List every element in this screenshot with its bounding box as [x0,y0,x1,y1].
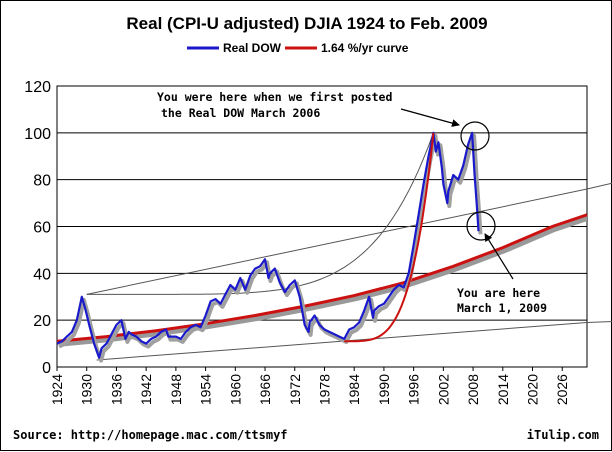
y-tick-label: 0 [42,360,51,377]
annotation-here-line2: March 1, 2009 [457,301,547,315]
upper-trend-line-extension [586,182,612,190]
x-tick-label: 1924 [49,374,65,405]
y-tick-label: 40 [33,266,51,283]
curve-shadow [58,215,587,347]
x-tick-label: 1972 [287,374,303,405]
y-tick-label: 120 [24,79,51,96]
x-tick-label: 2020 [525,374,541,405]
x-tick-label: 2002 [435,374,451,405]
x-axis-ticks: 1924 1930 1936 1942 1948 1954 1960 1966 1972 1978… [49,367,570,405]
x-tick-label: 1996 [406,374,422,405]
legend-label-real-dow: Real DOW [223,41,282,55]
annotation-here-circle [466,211,496,241]
growth-curve-line [57,213,587,343]
upper-trend-line [86,188,587,295]
legend-label-curve: 1.64 %/yr curve [321,41,409,55]
x-tick-label: 1954 [198,374,214,405]
annotation-here-line1: You are here [457,286,540,300]
annotation-posted-arrow [400,108,460,127]
real-dow-line [57,131,480,359]
x-tick-label: 2014 [495,374,511,405]
annotation-posted-line1: You were here when we first posted [157,90,392,104]
annotation-posted-line2: the Real DOW March 2006 [161,106,320,120]
y-axis-ticks: 0 20 40 60 80 100 120 [24,79,51,377]
annotation-here-arrow [484,233,514,280]
red-recovery-curve [344,132,435,343]
x-tick-label: 2026 [554,374,570,405]
chart-title: Real (CPI-U adjusted) DJIA 1924 to Feb. … [126,14,487,33]
x-tick-label: 2008 [465,374,481,405]
y-tick-label: 60 [33,220,51,237]
y-tick-label: 80 [33,173,51,190]
x-tick-label: 1978 [316,374,332,405]
legend: Real DOW 1.64 %/yr curve [187,41,409,55]
x-tick-label: 1960 [227,374,243,405]
annotation-posted-circle [460,121,490,151]
x-tick-label: 1942 [138,374,154,405]
x-tick-label: 1936 [108,374,124,405]
exponential-trend-upper [86,132,434,295]
x-tick-label: 1948 [168,374,184,405]
x-tick-label: 1930 [79,374,95,405]
x-tick-label: 1984 [346,374,362,405]
lower-trend-line-extension [586,321,612,324]
footer-source: Source: http://homepage.mac.com/ttsmyf [13,428,288,442]
gridlines [57,132,587,321]
y-tick-label: 100 [24,126,51,143]
footer-brand: iTulip.com [527,428,599,442]
y-tick-label: 20 [33,313,51,330]
x-tick-label: 1990 [376,374,392,405]
x-tick-label: 1966 [257,374,273,405]
